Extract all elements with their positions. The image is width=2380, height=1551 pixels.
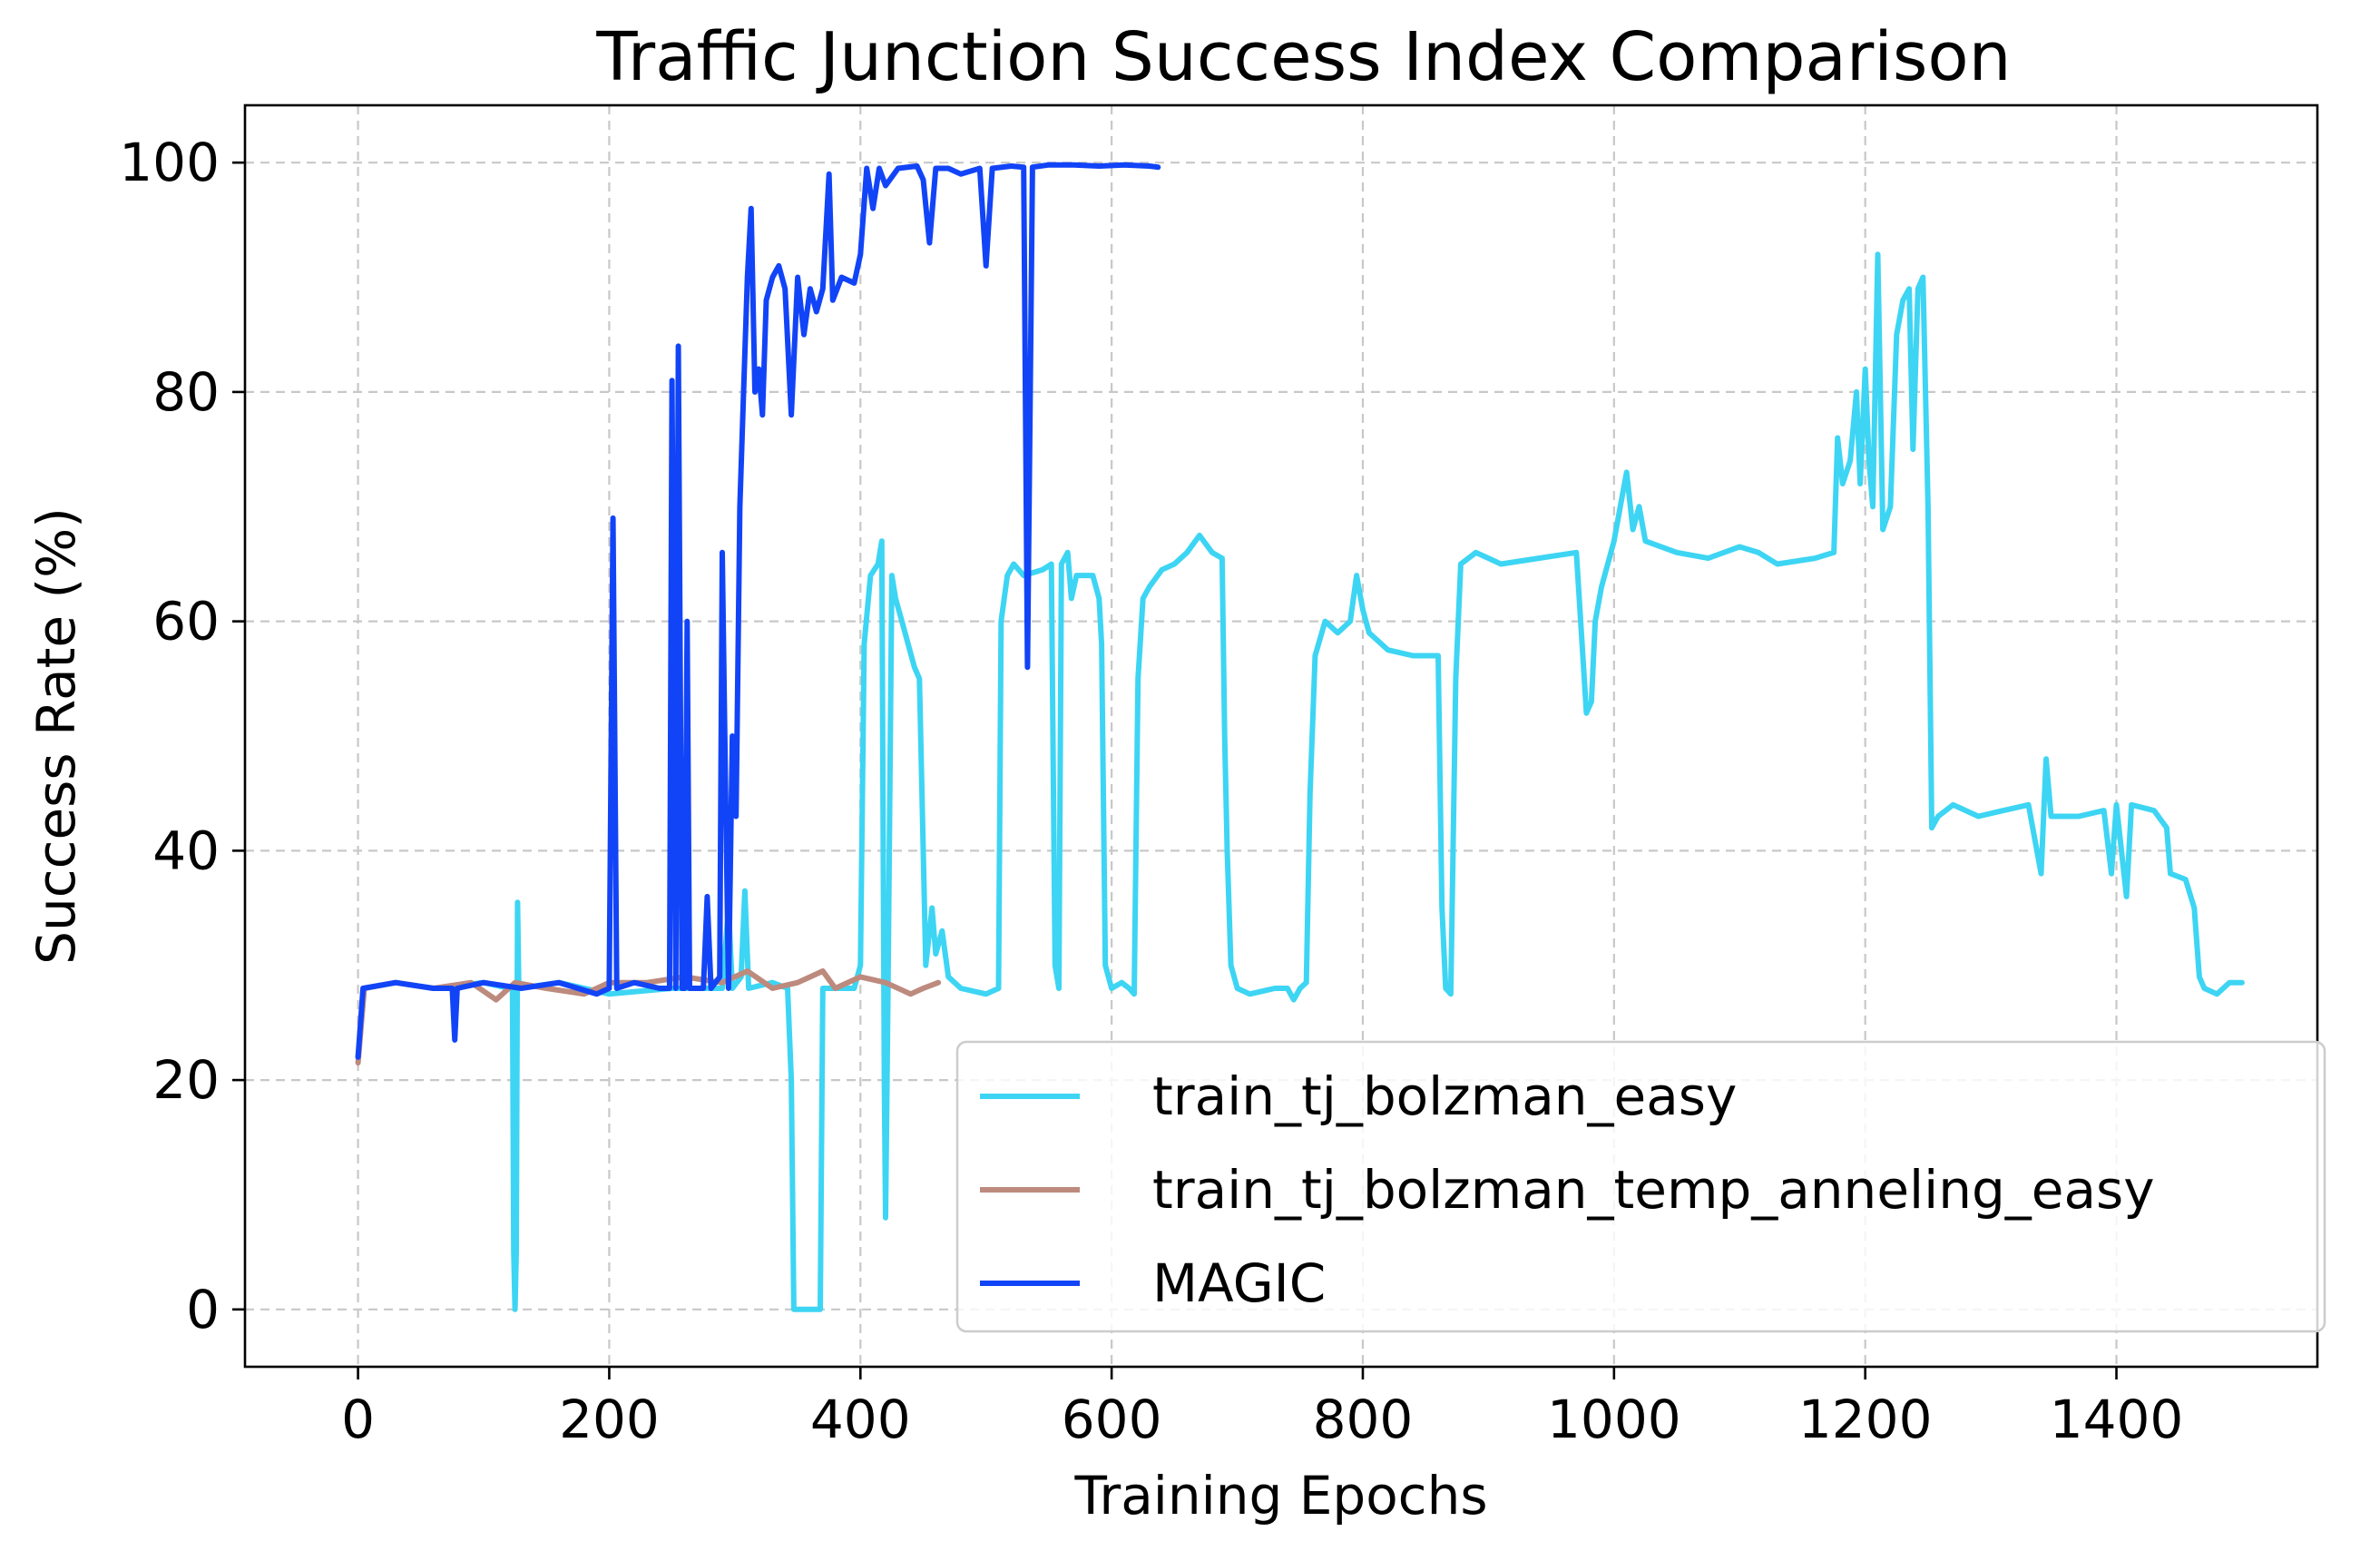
y-tick-label: 0 xyxy=(186,1279,220,1340)
y-tick-label: 80 xyxy=(152,361,220,423)
legend: train_tj_bolzman_easy train_tj_bolzman_te… xyxy=(955,1040,2326,1333)
x-tick-label: 1000 xyxy=(1547,1389,1681,1450)
x-tick-label: 0 xyxy=(341,1389,375,1450)
legend-label: MAGIC xyxy=(1152,1252,1326,1314)
x-tick-label: 1400 xyxy=(2050,1389,2184,1450)
x-tick-label: 600 xyxy=(1062,1389,1162,1450)
x-tick-label: 200 xyxy=(559,1389,660,1450)
legend-frame xyxy=(955,1040,2326,1333)
x-tick-label: 1200 xyxy=(1798,1389,1933,1450)
y-tick-label: 40 xyxy=(152,820,220,881)
x-axis-label: Training Epochs xyxy=(1073,1465,1487,1526)
y-axis-label: Success Rate (%) xyxy=(25,507,87,965)
series-line-train-tj-bolzman-easy xyxy=(355,251,2245,1312)
axis-ticks: 0 200 400 600 800 1000 1200 1400 0 20 40 60 80 100 xyxy=(119,132,2183,1450)
chart-title: Traffic Junction Success Index Compariso… xyxy=(595,18,2011,96)
series-line-magic xyxy=(355,162,1161,1060)
y-tick-label: 20 xyxy=(152,1049,220,1111)
x-tick-label: 400 xyxy=(810,1389,911,1450)
x-tick-label: 800 xyxy=(1313,1389,1414,1450)
y-tick-label: 100 xyxy=(119,132,220,193)
legend-label: train_tj_bolzman_temp_anneling_easy xyxy=(1152,1159,2155,1221)
plot-frame xyxy=(243,103,2319,1369)
series-lines xyxy=(355,162,2245,1312)
legend-label: train_tj_bolzman_easy xyxy=(1152,1065,1737,1127)
y-tick-label: 60 xyxy=(152,591,220,653)
